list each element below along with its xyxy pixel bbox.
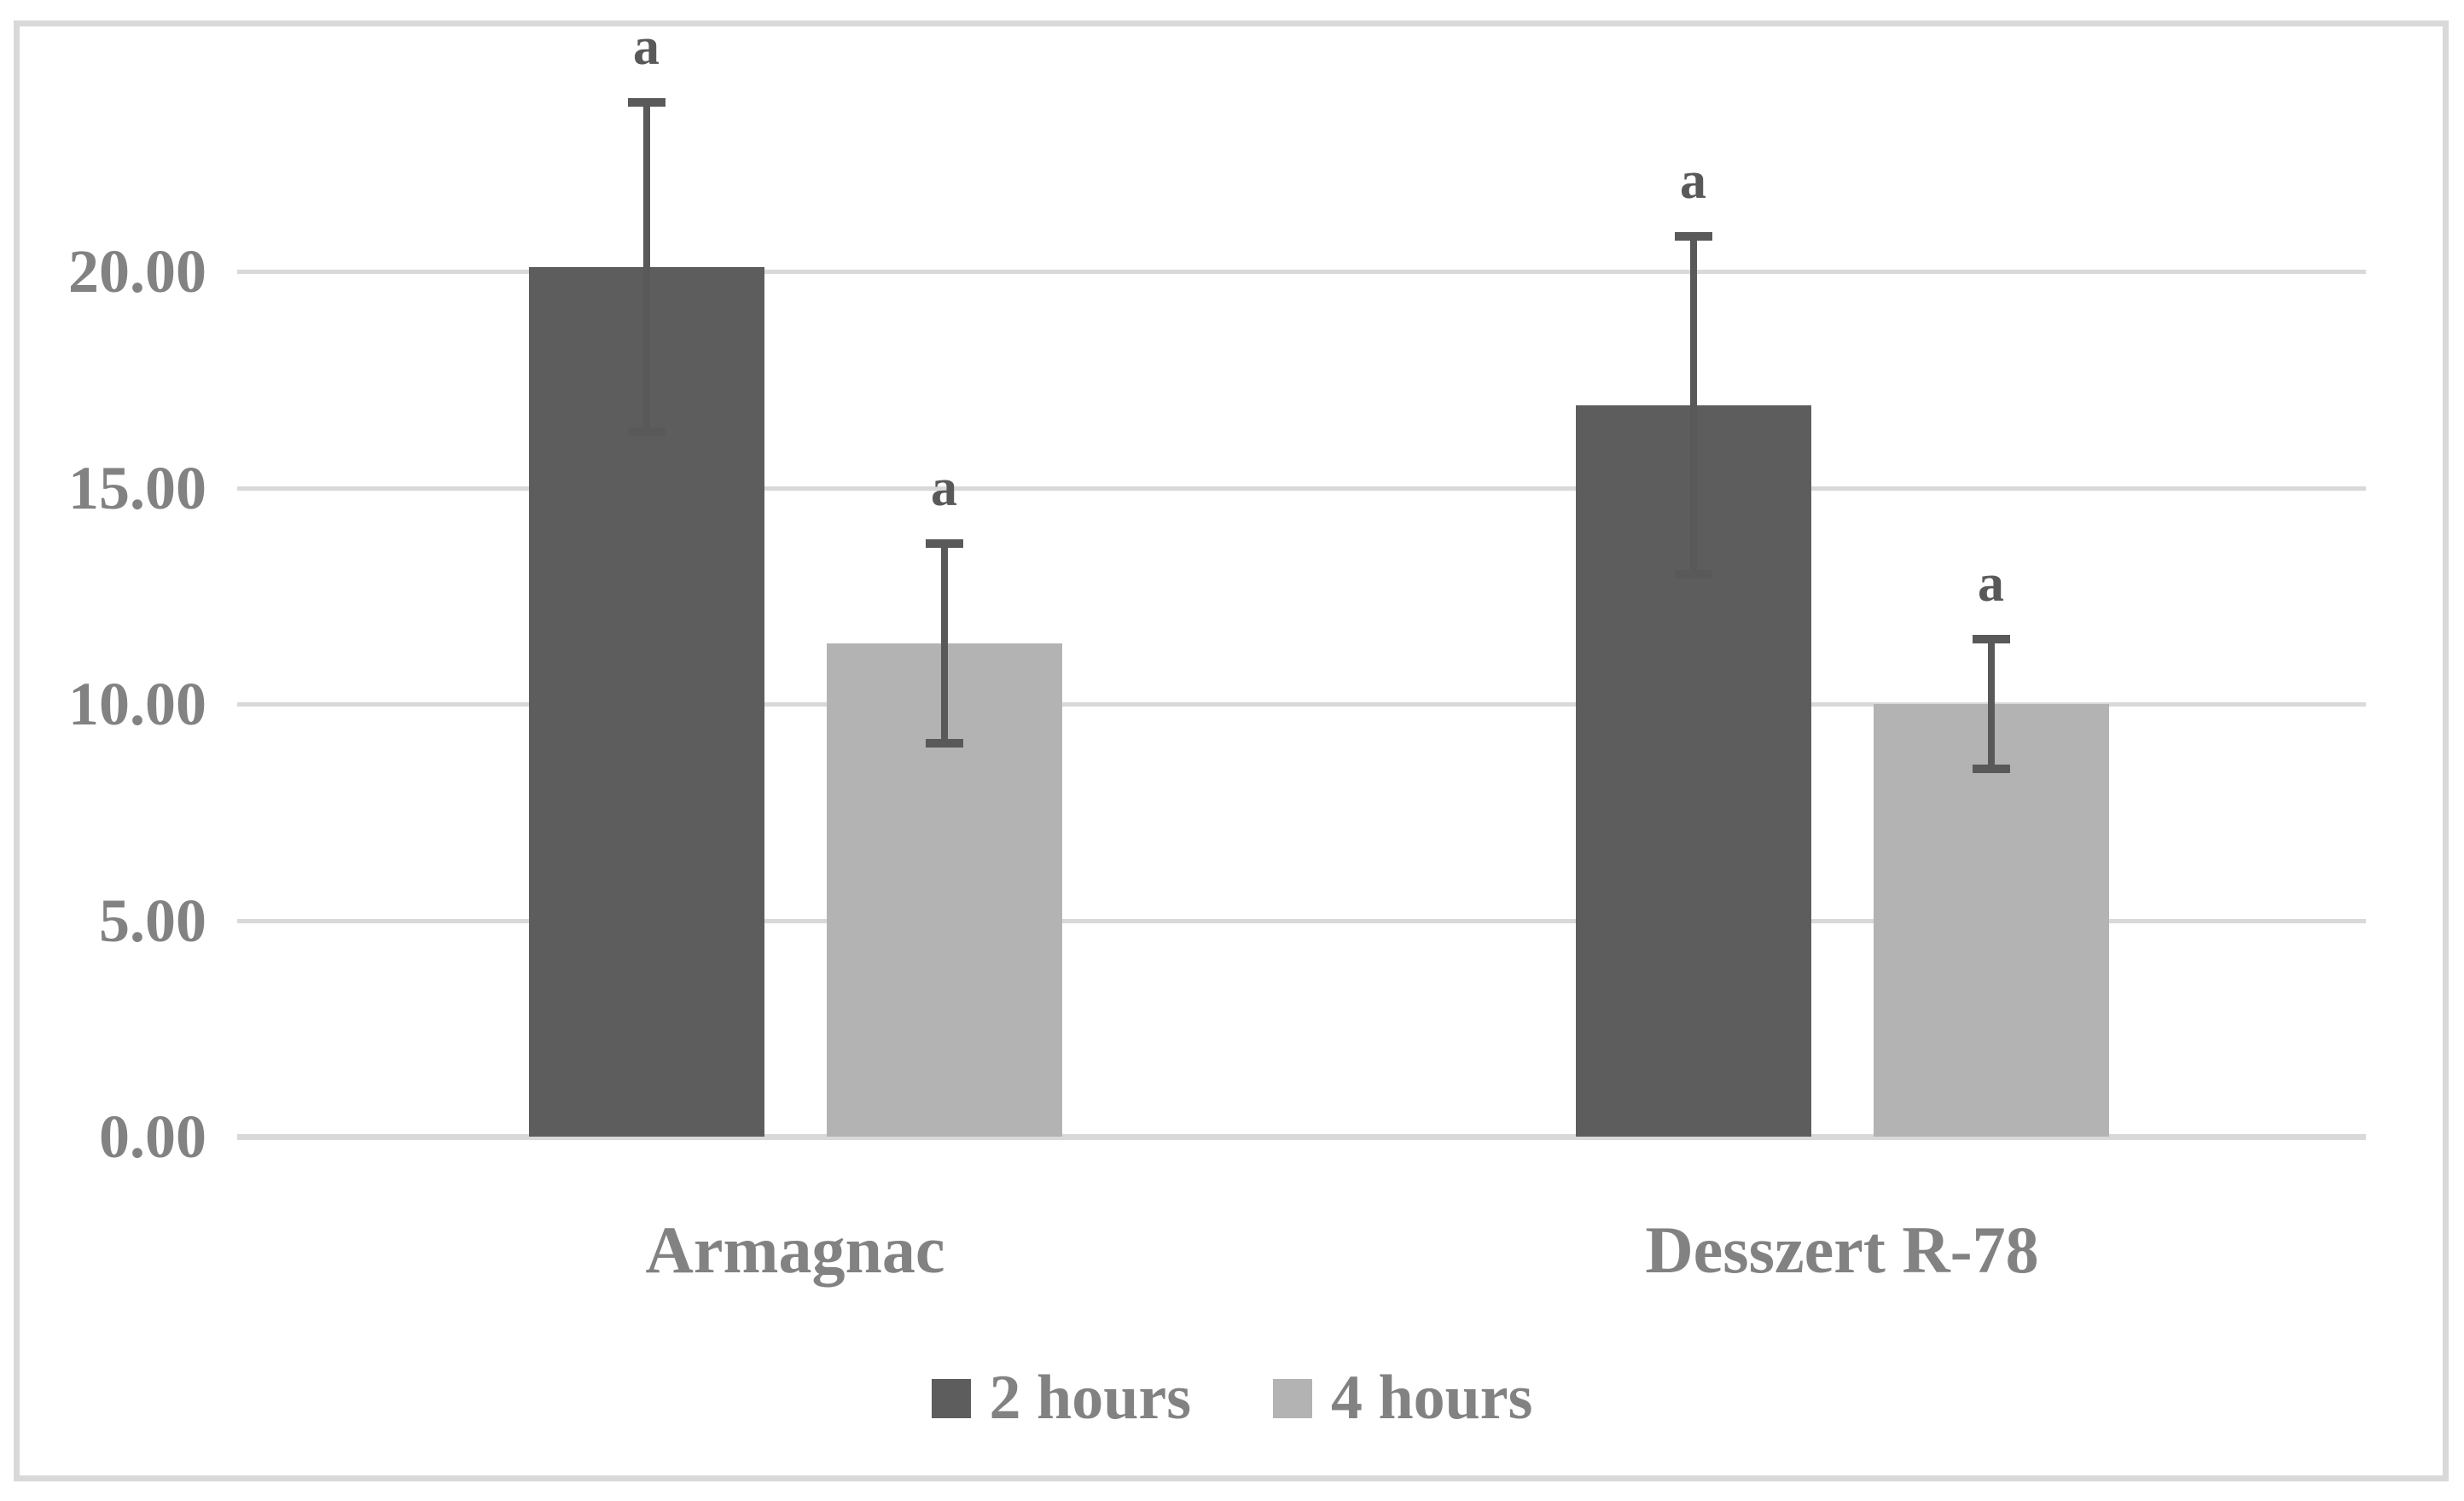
error-bar-cap [627, 98, 665, 108]
category-label-armagnac: Armagnac [645, 1213, 945, 1287]
legend-item-2-hours: 2 hours [931, 1362, 1191, 1434]
gridline [237, 486, 2366, 491]
y-axis-tick-label: 15.00 [68, 453, 206, 522]
significance-label: a [633, 18, 660, 77]
legend-swatch-2-hours [931, 1378, 971, 1418]
error-bar-line [1689, 236, 1697, 574]
gridline [237, 270, 2366, 274]
error-bar-cap [925, 539, 963, 549]
error-bar-cap [1674, 569, 1712, 579]
legend-swatch-4-hours [1273, 1378, 1312, 1418]
error-bar-line [940, 544, 948, 743]
gridline [237, 918, 2366, 923]
y-axis-tick-label: 10.00 [68, 670, 206, 738]
error-bar-cap [1972, 634, 2010, 643]
significance-label: a [1680, 152, 1706, 211]
error-bar-cap [925, 738, 963, 748]
bar-desszert-r-78-4-hours [1873, 704, 2109, 1137]
chart-border [14, 20, 2449, 1481]
y-axis-tick-label: 0.00 [99, 1102, 206, 1171]
y-axis-tick-label: 20.00 [68, 237, 206, 305]
error-bar-cap [1674, 232, 1712, 241]
error-bar-cap [627, 427, 665, 436]
y-axis-tick-label: 5.00 [99, 886, 206, 955]
error-bar-line [1987, 638, 1995, 770]
significance-label: a [1978, 554, 2004, 613]
legend-label-4-hours: 4 hours [1331, 1363, 1533, 1433]
legend: 2 hours 4 hours [0, 1362, 2464, 1434]
category-label-desszert-r-78: Desszert R-78 [1645, 1213, 2039, 1287]
error-bar-cap [1972, 765, 2010, 774]
gridline [237, 702, 2366, 707]
legend-item-4-hours: 4 hours [1273, 1362, 1532, 1434]
legend-label-2-hours: 2 hours [989, 1363, 1191, 1433]
significance-label: a [931, 459, 957, 518]
error-bar-line [642, 102, 650, 432]
x-axis-line [237, 1134, 2366, 1140]
